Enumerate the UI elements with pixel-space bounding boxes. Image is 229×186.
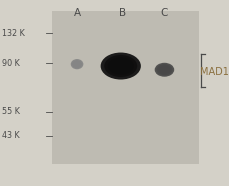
Ellipse shape xyxy=(107,57,133,75)
Ellipse shape xyxy=(156,64,172,76)
Ellipse shape xyxy=(104,55,137,77)
Text: B: B xyxy=(119,8,126,18)
Text: 90 K: 90 K xyxy=(2,59,20,68)
Ellipse shape xyxy=(100,52,140,80)
Ellipse shape xyxy=(157,65,170,74)
Bar xyxy=(52,11,198,164)
Text: 132 K: 132 K xyxy=(2,29,25,38)
Ellipse shape xyxy=(71,59,83,69)
Text: C: C xyxy=(160,8,167,18)
Ellipse shape xyxy=(154,63,174,77)
Text: 43 K: 43 K xyxy=(2,131,20,140)
Ellipse shape xyxy=(73,61,81,68)
Text: 55 K: 55 K xyxy=(2,107,20,116)
Text: MAD1: MAD1 xyxy=(199,67,228,77)
Text: A: A xyxy=(73,8,80,18)
Ellipse shape xyxy=(71,60,82,68)
